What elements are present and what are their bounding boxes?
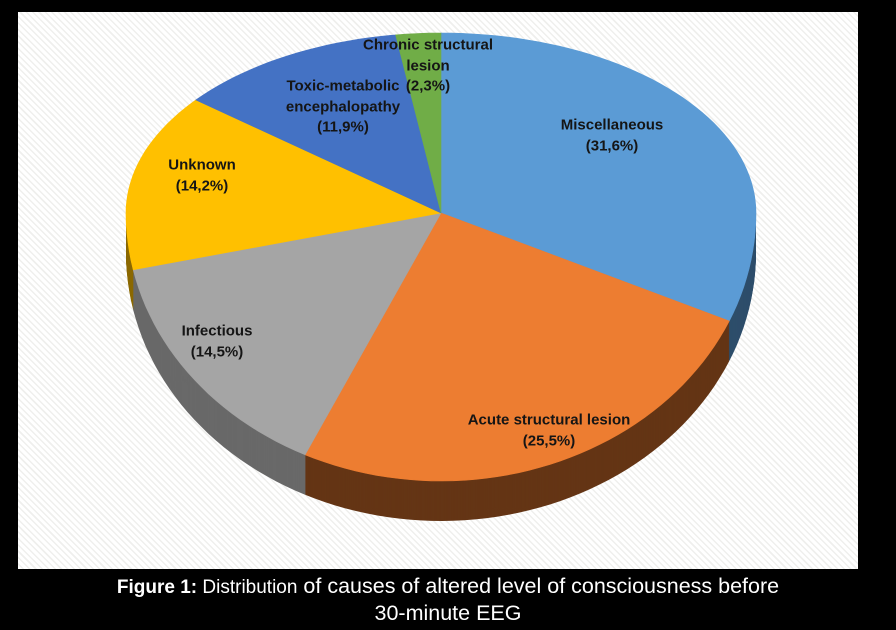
pie-slice-chronic-structural-lesion [395, 32, 442, 214]
pie-top-surface [125, 32, 757, 482]
pie-slice-infectious [132, 212, 442, 456]
caption-line2: 30-minute EEG [374, 601, 522, 625]
figure-number: Figure 1: [116, 577, 198, 598]
caption-part1: Distribution [197, 577, 298, 598]
pie-slice-unknown [125, 99, 442, 271]
caption-part2: of causes of altered level of consciousn… [297, 574, 780, 598]
pie-slice-miscellaneous [440, 32, 757, 322]
figure-caption: Figure 1: Distribution of causes of alte… [0, 574, 896, 626]
pie-slice-toxic-metabolic-encephalopathy [195, 34, 442, 214]
pie-slice-acute-structural-lesion [304, 212, 730, 482]
caption-line1: Figure 1: Distribution of causes of alte… [0, 574, 896, 601]
